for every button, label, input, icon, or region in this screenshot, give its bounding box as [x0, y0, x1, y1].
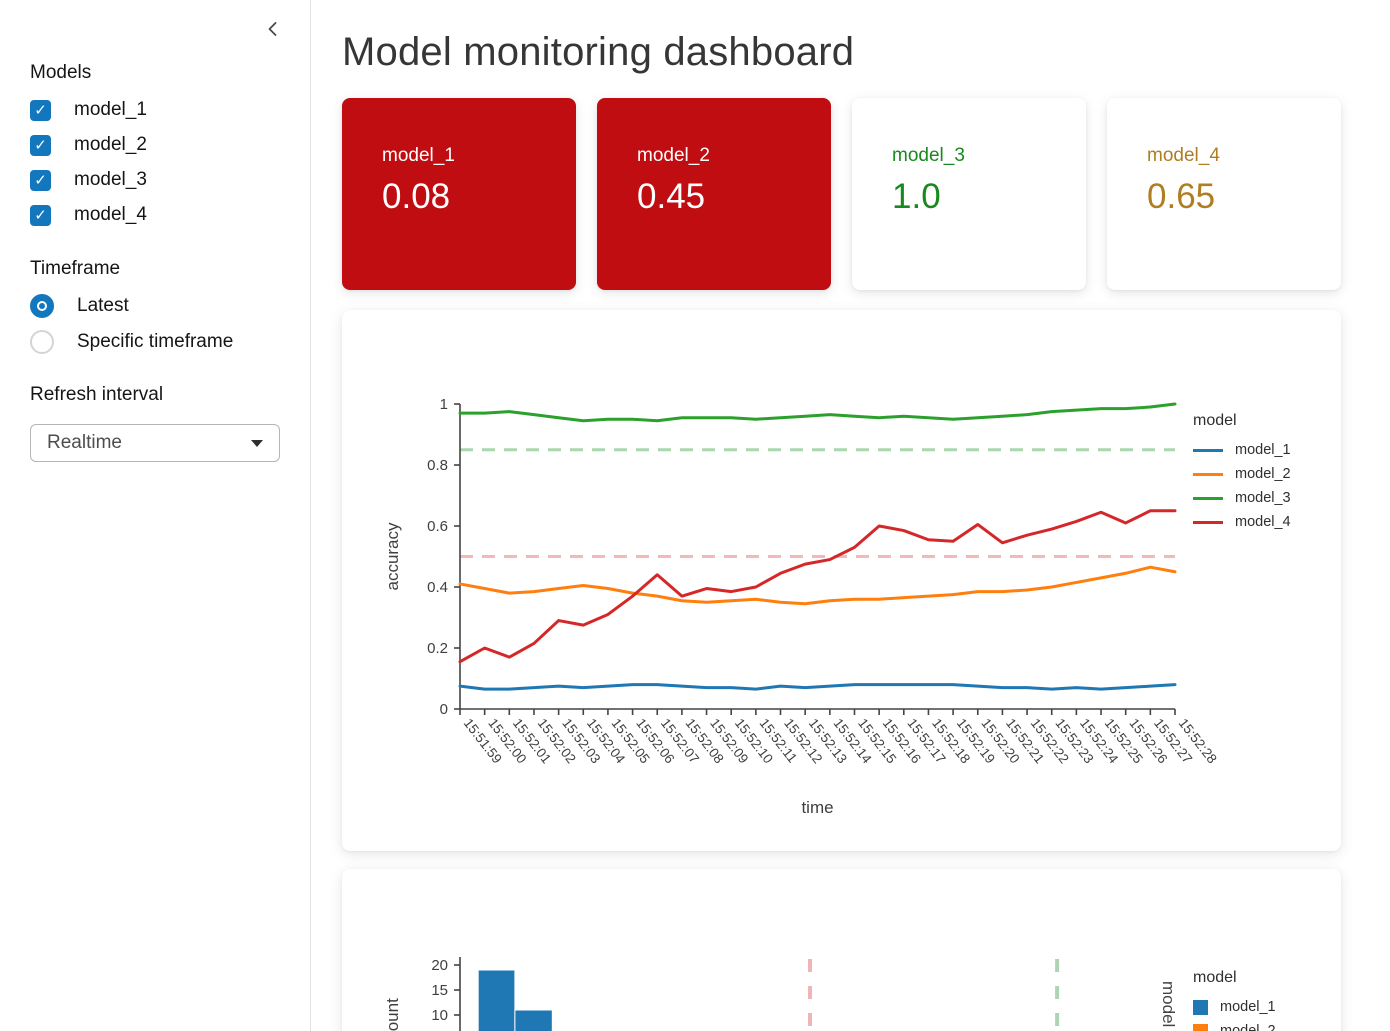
legend-title: model — [1193, 969, 1237, 986]
radio-label: Latest — [77, 295, 129, 316]
metric-card-label: model_4 — [1147, 145, 1220, 166]
legend-item-model_4[interactable]: model_4 — [1193, 510, 1291, 534]
radio-latest-selected[interactable] — [30, 294, 54, 318]
radio-row-specific-timeframe[interactable]: Specific timeframe — [30, 330, 233, 354]
checkmark-icon: ✓ — [34, 136, 47, 154]
refresh-interval-heading: Refresh interval — [30, 384, 164, 405]
legend-item-model_2[interactable]: model_2 — [1193, 1019, 1276, 1031]
metric-card-value: 0.65 — [1147, 177, 1216, 216]
series-line-model_1 — [458, 683, 1177, 691]
checkbox-row-model-4[interactable]: ✓ model_4 — [30, 204, 147, 226]
metric-card-label: model_2 — [637, 145, 710, 166]
series-line-model_2 — [458, 565, 1177, 606]
legend-title: model — [1193, 412, 1237, 429]
y-tick-label: 0 — [440, 701, 448, 718]
accuracy-line-chart-card: 0 0.2 0.4 0.6 0.8 1 15:51:59 15:52:00 15:52:01 15… — [342, 310, 1341, 851]
legend-item-label: model_1 — [1220, 999, 1276, 1015]
legend-item-model_2[interactable]: model_2 — [1193, 462, 1291, 486]
checkbox-row-model-1[interactable]: ✓ model_1 — [30, 99, 147, 121]
legend-swatch — [1193, 1023, 1208, 1031]
radio-row-latest[interactable]: Latest — [30, 294, 129, 318]
legend-item-label: model_4 — [1235, 514, 1291, 530]
y-tick-label: 15 — [431, 982, 448, 999]
page-title: Model monitoring dashboard — [342, 30, 855, 74]
legend-swatch — [1193, 999, 1208, 1015]
y-tick-label: 0.6 — [427, 518, 448, 535]
collapse-sidebar-button[interactable] — [260, 16, 286, 42]
checkmark-icon: ✓ — [34, 101, 47, 119]
caret-down-icon — [251, 439, 263, 447]
dropdown-selected-value: Realtime — [47, 432, 122, 453]
metric-card-value: 0.08 — [382, 177, 451, 216]
legend-swatch — [1193, 496, 1223, 500]
y-tick-label: 10 — [431, 1007, 448, 1024]
legend-item-label: model_1 — [1235, 442, 1291, 458]
metric-card-label: model_3 — [892, 145, 965, 166]
metric-card-model-2: model_2 0.45 — [597, 98, 831, 290]
metric-card-value: 1.0 — [892, 177, 941, 216]
timeframe-section-heading: Timeframe — [30, 258, 121, 279]
accuracy-histogram-card: 10 15 20 count model model_1 model_2 model — [342, 869, 1341, 1031]
radio-specific-timeframe-unselected[interactable] — [30, 330, 54, 354]
legend-item-model_1[interactable]: model_1 — [1193, 438, 1291, 462]
checkbox-model-3-checked[interactable]: ✓ — [30, 169, 51, 191]
checkmark-icon: ✓ — [34, 171, 47, 189]
metric-card-label: model_1 — [382, 145, 455, 166]
y-tick-label: 0.8 — [427, 457, 448, 474]
checkbox-model-2-checked[interactable]: ✓ — [30, 134, 51, 156]
legend-item-label: model_2 — [1220, 1023, 1276, 1031]
histogram-bar-model_1 — [514, 1009, 553, 1031]
checkbox-label: model_3 — [74, 169, 147, 190]
checkbox-row-model-3[interactable]: ✓ model_3 — [30, 169, 147, 191]
y-axis-title: accuracy — [383, 522, 402, 591]
legend-swatch — [1193, 472, 1223, 476]
checkbox-label: model_1 — [74, 99, 147, 120]
x-axis-title: time — [801, 798, 833, 817]
histogram-bar-model_1 — [477, 969, 516, 1031]
y-axis-title: count — [383, 998, 402, 1031]
checkbox-model-1-checked[interactable]: ✓ — [30, 99, 51, 121]
y-tick-label: 0.2 — [427, 640, 448, 657]
y-tick-label: 0.4 — [427, 579, 448, 596]
legend-swatch — [1193, 448, 1223, 452]
checkbox-label: model_2 — [74, 134, 147, 155]
accuracy-over-time-chart[interactable]: 00.20.40.60.8115:51:5915:52:0015:52:0115… — [342, 310, 1341, 851]
legend-swatch — [1193, 520, 1223, 524]
y-tick-label: 20 — [431, 957, 448, 974]
sidebar: Models ✓ model_1 ✓ model_2 ✓ model_3 ✓ m… — [0, 0, 311, 1031]
metric-card-model-4: model_4 0.65 — [1107, 98, 1341, 290]
series-line-model_3 — [458, 402, 1177, 423]
checkbox-row-model-2[interactable]: ✓ model_2 — [30, 134, 147, 156]
legend-item-model_3[interactable]: model_3 — [1193, 486, 1291, 510]
histogram-legend: model model_1 model_2 — [1193, 969, 1276, 1031]
series-line-model_4 — [458, 509, 1177, 664]
metric-card-model-3: model_3 1.0 — [852, 98, 1086, 290]
radio-label: Specific timeframe — [77, 331, 234, 352]
metric-card-value: 0.45 — [637, 177, 706, 216]
legend-item-label: model_3 — [1235, 490, 1291, 506]
refresh-interval-dropdown[interactable]: Realtime — [30, 424, 280, 462]
facet-row-label: model — [1159, 981, 1178, 1028]
line-chart-legend: model model_1 model_2 model_3 model_4 — [1193, 412, 1291, 534]
accuracy-histogram-chart[interactable]: 10 15 20 count — [342, 869, 1341, 1031]
y-tick-label: 1 — [440, 396, 448, 413]
legend-item-model_1[interactable]: model_1 — [1193, 995, 1276, 1019]
legend-item-label: model_2 — [1235, 466, 1291, 482]
metric-card-model-1: model_1 0.08 — [342, 98, 576, 290]
checkmark-icon: ✓ — [34, 206, 47, 224]
chevron-left-icon — [268, 22, 277, 36]
checkbox-label: model_4 — [74, 204, 147, 225]
checkbox-model-4-checked[interactable]: ✓ — [30, 204, 51, 226]
models-section-heading: Models — [30, 62, 92, 83]
